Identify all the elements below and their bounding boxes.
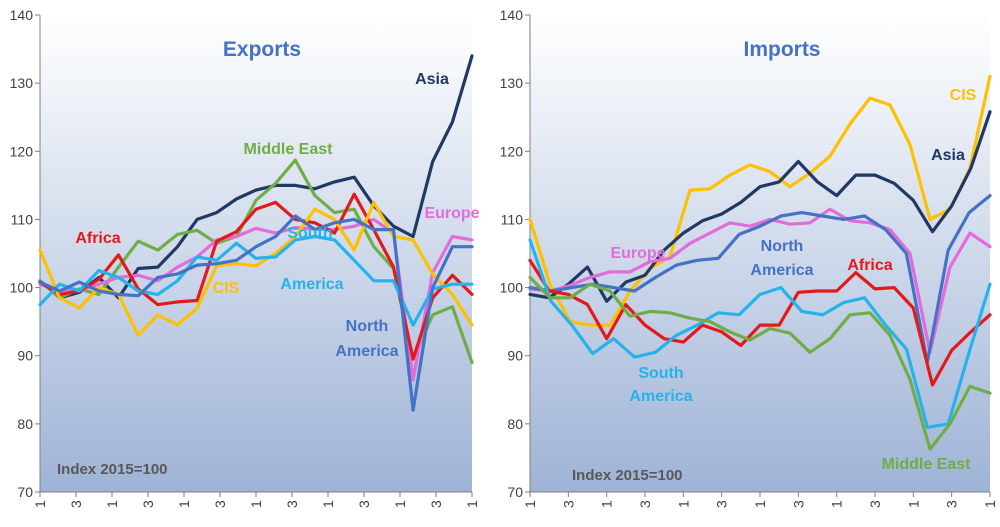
imports-label-europe: Europe bbox=[610, 245, 665, 262]
imports-x-tick-label: 1 bbox=[522, 500, 538, 508]
imports-panel: 70 80 90 100 110 120 130 140 1 3 1 3 1 3 1 3 1 3 1 3 1 CIS Asi… bbox=[500, 7, 998, 508]
imports-label-south-america: America bbox=[629, 388, 692, 405]
exports-x-tick-label: 3 bbox=[284, 500, 300, 508]
imports-x-tick-label: 1 bbox=[599, 500, 615, 508]
imports-x-tick-label: 1 bbox=[675, 500, 691, 508]
imports-series-cis bbox=[528, 74, 992, 327]
exports-y-tick-label: 130 bbox=[10, 75, 34, 91]
imports-label-north-america: America bbox=[750, 262, 813, 279]
exports-y-tick-label: 100 bbox=[10, 280, 34, 296]
exports-label-north-america: America bbox=[335, 343, 398, 360]
exports-plot-area bbox=[40, 15, 472, 492]
exports-label-europe: Europe bbox=[424, 205, 479, 222]
imports-x-tick-label: 3 bbox=[637, 500, 653, 508]
exports-title: Exports bbox=[223, 38, 301, 61]
exports-label-cis: CIS bbox=[213, 280, 240, 297]
imports-x-tick-label: 1 bbox=[752, 500, 768, 508]
exports-index-note: Index 2015=100 bbox=[57, 461, 168, 478]
imports-series-europe bbox=[528, 207, 992, 354]
exports-label-middle-east: Middle East bbox=[244, 141, 334, 158]
exports-x-tick-label: 1 bbox=[176, 500, 192, 508]
exports-x-tick-label: 1 bbox=[464, 500, 480, 508]
imports-title: Imports bbox=[743, 38, 820, 61]
imports-index-note: Index 2015=100 bbox=[572, 467, 683, 484]
imports-x-tick-label: 3 bbox=[944, 500, 960, 508]
imports-label-africa: Africa bbox=[847, 257, 892, 274]
imports-x-tick-label: 3 bbox=[867, 500, 883, 508]
imports-series-africa bbox=[528, 258, 992, 387]
exports-y-tick-label: 80 bbox=[17, 416, 33, 432]
imports-y-tick-label: 140 bbox=[500, 7, 524, 23]
imports-label-cis: CIS bbox=[950, 87, 977, 104]
imports-label-asia: Asia bbox=[931, 147, 965, 164]
exports-label-south-america: South bbox=[287, 225, 332, 242]
exports-x-tick-label: 1 bbox=[248, 500, 264, 508]
exports-x-tick-label: 1 bbox=[32, 500, 48, 508]
exports-x-tick-label: 1 bbox=[320, 500, 336, 508]
imports-y-tick-label: 130 bbox=[500, 75, 524, 91]
imports-series-middle-east bbox=[528, 275, 992, 451]
imports-series-south-america bbox=[528, 238, 992, 429]
imports-y-tick-label: 90 bbox=[507, 348, 523, 364]
imports-y-tick-label: 70 bbox=[507, 484, 523, 500]
imports-y-tick-label: 100 bbox=[500, 280, 524, 296]
imports-plot-area bbox=[530, 15, 990, 492]
imports-series-north-america bbox=[528, 194, 992, 365]
exports-series-north-america bbox=[38, 214, 474, 412]
exports-label-south-america: America bbox=[280, 276, 343, 293]
imports-y-tick-label: 120 bbox=[500, 143, 524, 159]
exports-y-tick-label: 140 bbox=[10, 7, 34, 23]
imports-x-tick-label: 3 bbox=[560, 500, 576, 508]
imports-y-tick-label: 110 bbox=[501, 211, 524, 227]
exports-panel: 70 80 90 100 110 120 130 140 1 3 1 3 1 3 1 3 1 3 1 3 1 Asia Mi… bbox=[10, 7, 480, 508]
imports-x-tick-label: 1 bbox=[982, 500, 998, 508]
exports-x-tick-label: 3 bbox=[356, 500, 372, 508]
exports-x-tick-label: 3 bbox=[428, 500, 444, 508]
exports-y-tick-label: 110 bbox=[11, 211, 34, 227]
imports-x-tick-label: 1 bbox=[829, 500, 845, 508]
exports-label-africa: Africa bbox=[75, 230, 120, 247]
exports-x-tick-label: 3 bbox=[212, 500, 228, 508]
imports-label-middle-east: Middle East bbox=[882, 456, 972, 473]
exports-label-asia: Asia bbox=[415, 71, 449, 88]
exports-x-tick-label: 1 bbox=[104, 500, 120, 508]
imports-x-tick-label: 3 bbox=[790, 500, 806, 508]
imports-x-tick-label: 1 bbox=[905, 500, 921, 508]
imports-label-south-america: South bbox=[638, 365, 683, 382]
exports-x-tick-label: 1 bbox=[392, 500, 408, 508]
imports-label-north-america: North bbox=[761, 238, 804, 255]
exports-y-tick-label: 90 bbox=[17, 348, 33, 364]
imports-y-tick-label: 80 bbox=[507, 416, 523, 432]
imports-x-tick-label: 3 bbox=[714, 500, 730, 508]
exports-x-tick-label: 3 bbox=[68, 500, 84, 508]
exports-y-tick-label: 70 bbox=[17, 484, 33, 500]
exports-label-north-america: North bbox=[346, 318, 389, 335]
exports-y-tick-label: 120 bbox=[10, 143, 34, 159]
imports-series-asia bbox=[528, 110, 992, 303]
exports-x-tick-label: 3 bbox=[140, 500, 156, 508]
